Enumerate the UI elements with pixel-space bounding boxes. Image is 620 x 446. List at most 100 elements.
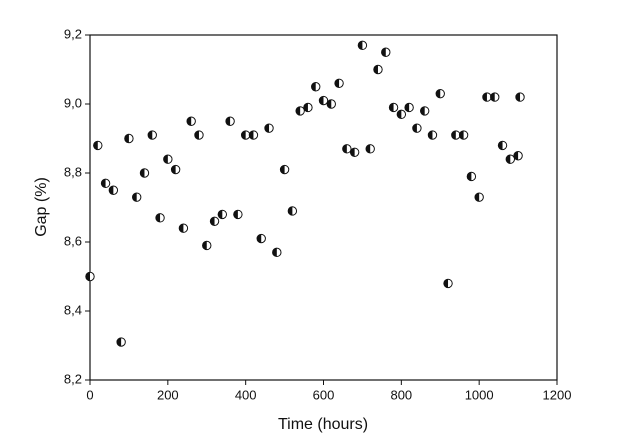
marker-half: [257, 234, 262, 243]
scatter-point: [248, 130, 259, 140]
marker-half: [171, 165, 176, 174]
scatter-point: [147, 130, 157, 140]
scatter-point: [458, 130, 469, 140]
marker-half: [498, 141, 503, 150]
marker-half: [116, 337, 122, 347]
y-tick-label: 8,4: [64, 302, 82, 317]
marker-half: [186, 117, 192, 126]
scatter-point: [139, 168, 150, 178]
scatter-point: [381, 47, 391, 57]
scatter-point: [318, 95, 329, 106]
scatter-point: [482, 92, 492, 102]
scatter-point: [132, 192, 142, 202]
scatter-point: [287, 206, 298, 216]
marker-half: [218, 210, 223, 219]
marker-half: [389, 103, 394, 112]
scatter-point: [451, 130, 461, 140]
scatter-point: [93, 140, 103, 151]
marker-half: [124, 134, 129, 143]
scatter-point: [419, 106, 430, 116]
scatter-point: [513, 151, 523, 161]
scatter-point: [178, 223, 189, 233]
marker-half: [319, 96, 324, 105]
marker-half: [311, 82, 316, 91]
x-tick-label: 800: [390, 387, 412, 402]
y-tick-label: 8,8: [64, 164, 82, 179]
scatter-point: [365, 144, 375, 154]
scatter-point: [194, 130, 204, 140]
marker-half: [179, 224, 184, 233]
x-tick-label: 400: [235, 387, 257, 402]
scatter-point: [490, 92, 500, 102]
marker-half: [109, 186, 114, 195]
marker-half: [334, 79, 340, 88]
scatter-point: [264, 123, 274, 133]
scatter-point: [116, 337, 126, 347]
marker-half: [443, 279, 449, 288]
scatter-point: [272, 247, 282, 258]
scatter-point: [85, 271, 95, 282]
marker-half: [225, 117, 231, 126]
scatter-point: [170, 164, 181, 175]
scatter-point: [349, 147, 360, 158]
marker-half: [264, 123, 270, 133]
scatter-point: [396, 109, 407, 120]
plot-frame: [89, 34, 558, 381]
marker-half: [412, 123, 417, 133]
marker-half: [295, 106, 301, 116]
marker-half: [420, 106, 425, 116]
marker-half: [148, 130, 153, 140]
scatter-point: [466, 171, 477, 182]
y-tick-label: 9,0: [64, 95, 82, 110]
x-tick-label: 0: [86, 387, 93, 402]
marker-half: [210, 217, 215, 226]
marker-half: [490, 92, 495, 102]
x-tick-label: 1000: [465, 387, 494, 402]
scatter-point: [326, 99, 336, 109]
marker-half: [101, 179, 106, 188]
y-tick-label: 9,2: [64, 26, 82, 41]
scatter-point: [404, 102, 414, 113]
marker-half: [482, 92, 487, 102]
y-axis-title: Gap (%): [33, 177, 50, 237]
marker-half: [404, 103, 410, 112]
scatter-point: [334, 78, 344, 89]
scatter-point: [303, 102, 313, 113]
y-tick-label: 8,6: [64, 233, 82, 248]
marker-half: [397, 110, 402, 119]
marker-half: [366, 144, 371, 154]
marker-half: [85, 272, 90, 281]
marker-half: [233, 210, 238, 219]
scatter-point: [388, 102, 399, 113]
scatter-point: [202, 240, 212, 251]
marker-half: [163, 155, 168, 164]
marker-half: [155, 213, 161, 223]
marker-half: [358, 41, 363, 50]
marker-half: [280, 165, 285, 174]
scatter-point: [225, 116, 235, 126]
marker-half: [241, 130, 246, 140]
scatter-point: [427, 130, 438, 140]
scatter-point: [357, 40, 368, 51]
marker-half: [249, 130, 254, 140]
scatter-point: [209, 216, 220, 227]
scatter-point: [474, 192, 484, 202]
x-tick-label: 1200: [543, 387, 572, 402]
marker-half: [93, 141, 98, 150]
marker-half: [272, 248, 277, 257]
x-tick-label: 600: [313, 387, 335, 402]
scatter-point: [217, 209, 228, 220]
marker-half: [451, 130, 456, 140]
marker-half: [303, 103, 308, 112]
scatter-point: [155, 213, 165, 223]
scatter-point: [412, 123, 422, 133]
marker-half: [436, 89, 441, 98]
scatter-point: [373, 64, 383, 75]
marker-half: [373, 65, 378, 74]
scatter-point: [279, 164, 290, 175]
scatter-point: [311, 82, 321, 92]
marker-half: [288, 206, 293, 216]
marker-half: [350, 148, 355, 157]
scatter-point: [515, 92, 525, 102]
